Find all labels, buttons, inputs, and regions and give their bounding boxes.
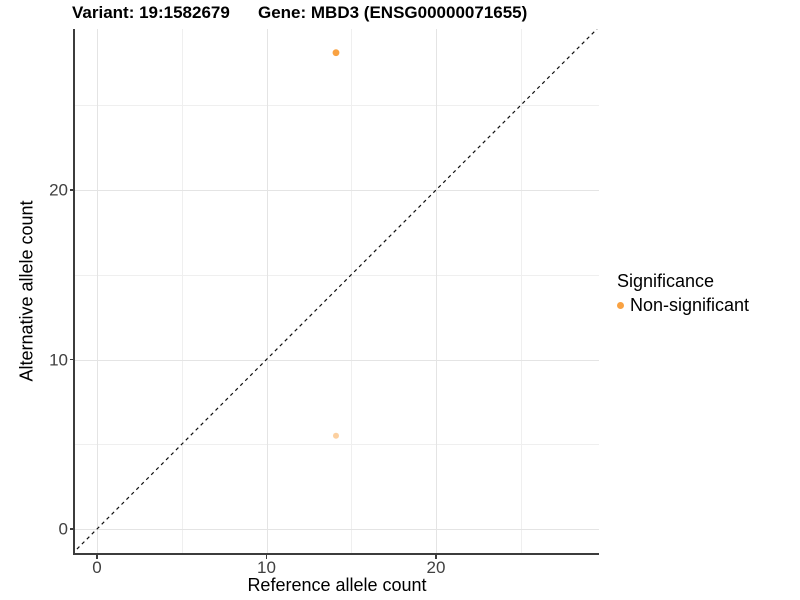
plot-title-gene: Gene: MBD3 (ENSG00000071655): [258, 3, 528, 22]
v-gridline: [97, 29, 98, 554]
y-tick-label: 0: [58, 519, 68, 539]
y-axis-line: [73, 29, 76, 555]
y-tick-mark: [70, 358, 74, 361]
h-gridline: [75, 105, 599, 107]
scatter-point: [332, 432, 339, 439]
identity-dashed-line: [75, 29, 598, 552]
v-gridline: [520, 29, 522, 554]
v-gridline: [181, 29, 183, 554]
h-gridline: [75, 529, 599, 530]
legend-item-non-significant: Non-significant: [617, 295, 749, 316]
y-tick-mark: [70, 189, 74, 191]
x-axis-title: Reference allele count: [247, 575, 427, 595]
legend: Significance Non-significant: [617, 270, 749, 316]
data-points: [332, 49, 340, 439]
h-gridline: [75, 444, 599, 446]
y-tick-label: 10: [49, 350, 68, 369]
v-gridline: [351, 29, 353, 554]
x-tick-mark: [435, 555, 437, 559]
h-gridline: [75, 359, 599, 361]
plot-title-variant: Variant: 19:1582679: [72, 3, 230, 22]
legend-item-label: Non-significant: [630, 295, 750, 315]
x-tick-label: 20: [426, 558, 446, 577]
v-gridline: [436, 29, 437, 554]
y-tick-label: 20: [49, 180, 68, 200]
y-axis-title: Alternative allele count: [16, 200, 37, 382]
scatter-point: [332, 49, 340, 57]
legend-marker-icon: [617, 302, 624, 309]
x-tick-label: 0: [92, 558, 102, 577]
h-gridline: [75, 274, 599, 276]
plot-panel: [75, 29, 599, 554]
x-tick-mark: [96, 555, 98, 559]
y-tick-mark: [70, 528, 74, 530]
legend-title: Significance: [617, 271, 715, 291]
x-tick-label: 10: [257, 558, 276, 577]
v-gridline: [266, 29, 268, 554]
h-gridline: [75, 190, 599, 191]
x-axis-line: [73, 553, 599, 555]
x-tick-mark: [265, 555, 268, 559]
